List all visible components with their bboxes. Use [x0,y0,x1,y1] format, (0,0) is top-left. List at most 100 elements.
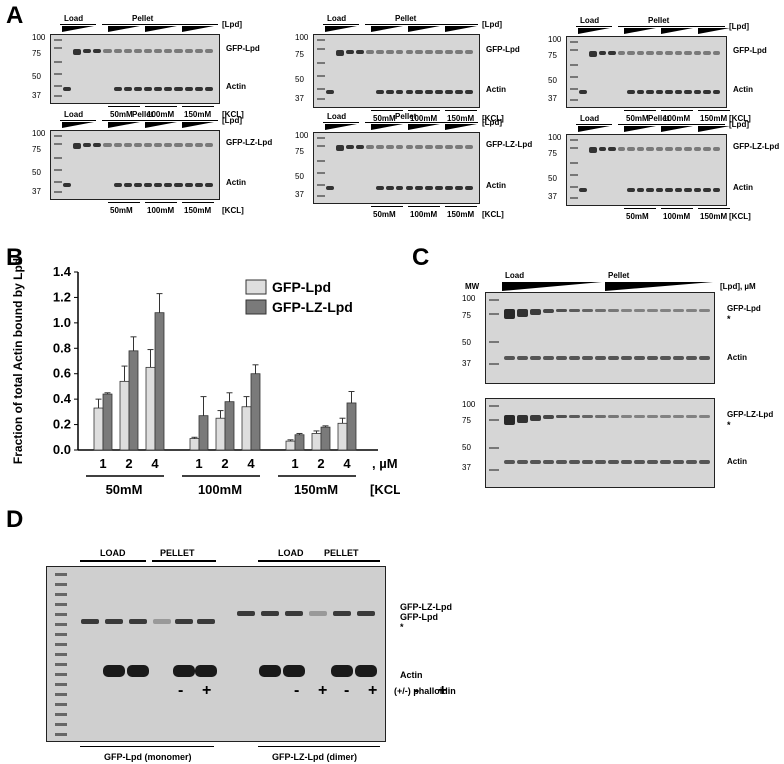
a5-lpd-band [375,145,384,150]
a6-lpd-band [665,147,673,152]
d-dimer-label: GFP-LZ-Lpd (dimer) [272,752,357,762]
d-actin-band [331,665,353,677]
a4-salt-0: 50mM [110,206,133,215]
c1-lpd-band [647,309,658,312]
a6-actin-band [627,188,635,193]
c1-actin-band [608,355,619,360]
a3-load-wedge [578,28,610,34]
a5-actin-band [415,186,424,191]
a5-actin-band [445,186,454,191]
a4-load-wedge [62,122,94,128]
c1-mw-75: 75 [462,310,471,320]
c2-lpd-band [569,415,580,418]
a4-mw-75: 75 [32,144,41,154]
d-pellet-label-1: PELLET [324,548,359,558]
d-minus-0: - [178,682,184,699]
d-ladder-band [55,613,67,616]
c2-actin-band [543,460,554,465]
x-tick-label: 1 [195,456,202,471]
a1-lpd-band [73,49,82,55]
d-lpd-band [357,611,375,616]
a2-ladder-band [317,62,325,65]
a3-lpd-band [712,51,720,56]
c1-mw-50: 50 [462,337,471,347]
a5-actin-band [425,186,434,191]
a3-ladder-band [570,41,578,44]
a4-actin-band [174,183,183,187]
a5-mw-50: 50 [295,171,304,181]
a4-lpd-band [103,143,112,147]
a3-actin-band [693,90,701,95]
bar-GFP-LZ-Lpd-4 [250,373,261,451]
d-pellet-bar-1 [316,560,380,562]
a5-lpd-label: [Lpd] [482,118,502,127]
c2-actin-band [647,460,658,465]
a6-salt-2: 150mM [700,212,728,221]
a6-salt-0: 50mM [626,212,649,221]
c2-actin-band [517,460,528,465]
a4-ladder-band [54,169,62,171]
a3-pellet-wedge [698,28,730,34]
a1-lpd-band [184,49,193,53]
group-label-100mM: 100mM [198,482,242,497]
d-lpd-band [153,619,171,624]
a3-salt-bar [624,110,656,111]
a3-actin-band [627,90,635,95]
a2-lpd-band [355,49,364,54]
c1-lpd-band [634,309,645,312]
a6-actin-band [646,188,654,193]
a1-lpd-band [103,49,112,53]
a1-pellet-wedge [182,26,214,32]
a4-pellet-wedge [182,122,214,128]
a1-lpd-band [133,49,142,53]
a4-lpd-band [144,143,153,147]
a6-ladder-band [570,196,578,199]
a5-kcl-label: [KCL] [482,210,504,219]
panel-a-letter: A [6,2,24,29]
c2-ladder-band [489,419,499,421]
y-tick-label: 0.8 [53,340,71,355]
a1-salt-1: 100mM [147,110,175,119]
x-tick-label: 2 [125,456,132,471]
a2-actin-band [375,89,384,94]
c1-actin-band [621,355,632,360]
a3-lpd-band [598,51,606,56]
a1-ladder-band [54,95,62,97]
a3-pellet-bar [618,26,725,27]
c2-mw-100: 100 [462,400,476,410]
a2-lpd-band [435,49,444,54]
bar-GFP-Lpd-4 [241,406,252,451]
a1-lpd-band [83,49,92,53]
d-dimer-bar [258,746,380,747]
c1-actin-band [504,355,515,360]
c2-ladder-band [489,447,499,449]
a5-salt-bar [408,206,440,207]
a2-lpd-band [375,49,384,54]
a2-pellet-wedge [408,26,440,32]
c1-actin-label: Actin [727,352,747,362]
a6-ladder-band [570,174,578,177]
a6-lpd-band [617,147,625,152]
a1-actin-band [194,87,203,91]
a3-salt-0: 50mM [626,114,649,123]
a6-lpd-band [598,147,606,152]
c1-lpd-band [660,309,671,312]
a1-actin-band [133,87,142,91]
a5-pellet-label: Pellet [395,112,417,121]
c2-actin-band [621,460,632,465]
a2-ladder-band [317,39,325,42]
group-label-150mM: 150mM [294,482,338,497]
a4-gel [50,130,220,200]
legend-swatch-GFP-LZ-Lpd [245,299,267,315]
c2-lpd-band [660,415,671,418]
c1-actin-band [699,355,710,360]
a1-actin-band [144,87,153,91]
y-tick-label: 0.0 [53,442,71,457]
a4-ladder-band [54,157,62,159]
d-actin-label: Actin [400,670,423,680]
a2-pellet-wedge [445,26,477,32]
a6-lpd-label: [Lpd] [729,120,749,129]
a5-gel [313,132,480,204]
a5-actin-band [455,186,464,191]
a4-lpd-band [123,143,132,147]
